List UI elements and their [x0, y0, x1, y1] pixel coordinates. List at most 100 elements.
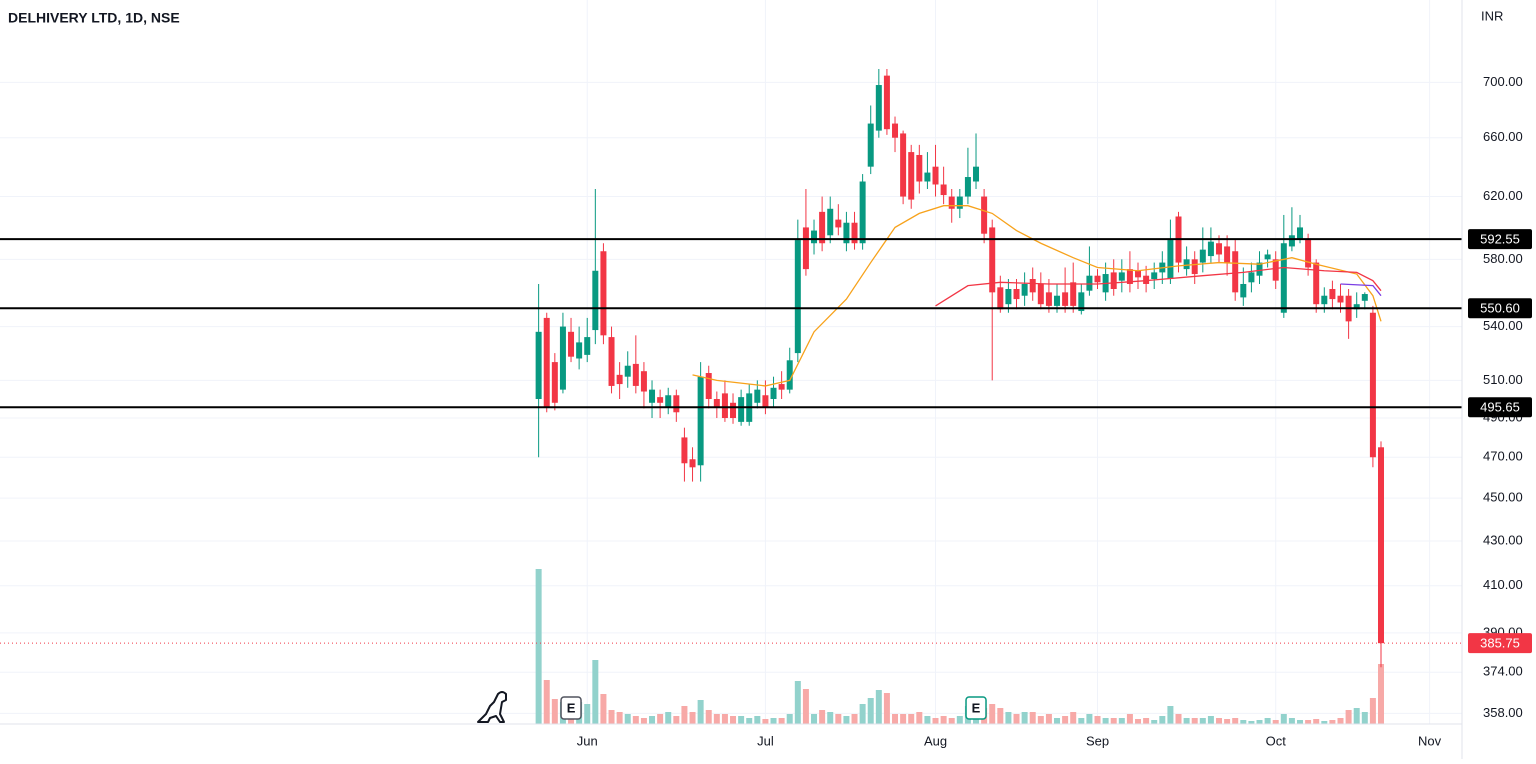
candle-body	[827, 208, 834, 236]
volume-bar	[851, 714, 858, 724]
y-tick-label: 580.00	[1483, 251, 1523, 266]
candle-body	[1207, 241, 1214, 257]
candle-body	[705, 373, 712, 400]
x-tick-label: Sep	[1086, 733, 1109, 748]
candle-body	[592, 270, 599, 331]
candle-body	[738, 397, 745, 422]
volume-bar	[1151, 720, 1158, 724]
candle-body	[1191, 259, 1198, 275]
volume-bar	[1248, 721, 1255, 724]
volume-bar	[535, 569, 542, 724]
candle-body	[535, 331, 542, 400]
price-level-box	[1468, 298, 1532, 319]
volume-bar	[1102, 718, 1109, 724]
candle-body	[576, 342, 583, 359]
candle-body	[1216, 243, 1223, 255]
volume-bar	[778, 718, 785, 724]
volume-bar	[1288, 718, 1295, 724]
y-tick-label: 358.00	[1483, 705, 1523, 720]
event-label: E	[972, 700, 981, 715]
volume-bar	[1321, 721, 1328, 724]
candle-body	[1078, 292, 1085, 312]
volume-bar	[657, 714, 664, 724]
candle-body	[1224, 246, 1231, 263]
volume-bar	[1021, 712, 1028, 724]
candle-body	[1248, 272, 1255, 283]
candle-body	[1288, 235, 1295, 247]
volume-bar	[1305, 720, 1312, 724]
volume-bar	[811, 714, 818, 724]
candle-body	[883, 75, 890, 130]
volume-bar	[924, 716, 931, 724]
candle-body	[762, 395, 769, 407]
x-tick-label: Oct	[1266, 733, 1287, 748]
volume-bar	[948, 718, 955, 724]
candle-body	[1305, 238, 1312, 268]
volume-bar	[1167, 706, 1174, 724]
grid	[0, 0, 1462, 724]
volume-bar	[543, 680, 550, 724]
candle-body	[1094, 275, 1101, 283]
x-tick-label: Jul	[757, 733, 774, 748]
volume-bar	[940, 716, 947, 724]
candle-body	[892, 123, 899, 138]
candle-body	[1337, 295, 1344, 303]
price-level-label: 495.65	[1480, 400, 1520, 415]
volume-bar	[1070, 712, 1077, 724]
volume-bar	[1361, 712, 1368, 724]
volume-bar	[754, 716, 761, 724]
candle-body	[770, 387, 777, 400]
volume-bar	[1272, 720, 1279, 724]
candle-body	[543, 317, 550, 407]
volume-bar	[697, 700, 704, 724]
volume-bar	[762, 719, 769, 724]
event-badge	[560, 696, 582, 720]
event-label: E	[567, 700, 576, 715]
candle-body	[713, 399, 720, 407]
candle-body	[916, 154, 923, 182]
candle-body	[689, 459, 696, 468]
volume-bar	[551, 699, 558, 724]
candle-body	[875, 85, 882, 131]
candle-body	[859, 181, 866, 244]
volume-bar	[1183, 718, 1190, 724]
volume-bar	[721, 714, 728, 724]
y-tick-label: 430.00	[1483, 532, 1523, 547]
candle-body	[600, 251, 607, 336]
candle-body	[1361, 294, 1368, 301]
candle-body	[1110, 272, 1117, 289]
volume-bar	[1313, 719, 1320, 724]
volume-bar	[883, 693, 890, 724]
volume-bar	[624, 714, 631, 724]
volume-bar	[649, 716, 656, 724]
volume-bar	[786, 714, 793, 724]
candle-body	[1199, 249, 1206, 263]
volume-bar	[584, 704, 591, 724]
candle-body	[649, 389, 656, 403]
currency: INR	[1481, 8, 1503, 23]
candle-body	[551, 362, 558, 403]
candle-body	[1329, 288, 1336, 300]
volume-bar	[1135, 719, 1142, 724]
logo-shape	[477, 691, 507, 723]
volume-bar	[802, 689, 809, 724]
candle-body	[786, 360, 793, 390]
moving-average-line	[1340, 283, 1382, 297]
y-tick-label: 470.00	[1483, 449, 1523, 464]
volume-bar	[1191, 718, 1198, 724]
candle-body	[657, 397, 664, 403]
candle-body	[1167, 240, 1174, 280]
volume-bar	[1110, 718, 1117, 724]
y-tick-label: 450.00	[1483, 490, 1523, 505]
candle-body	[794, 240, 801, 354]
volume-bar	[1086, 714, 1093, 724]
volume-bar	[1280, 714, 1287, 724]
candle-body	[924, 172, 931, 182]
candle-body	[1037, 283, 1044, 305]
candle-body	[835, 219, 842, 228]
volume-bar	[1199, 718, 1206, 724]
candle-body	[673, 395, 680, 413]
volume-bar	[705, 710, 712, 724]
volume-bar	[1062, 716, 1069, 724]
moving-average-line	[692, 205, 1382, 387]
